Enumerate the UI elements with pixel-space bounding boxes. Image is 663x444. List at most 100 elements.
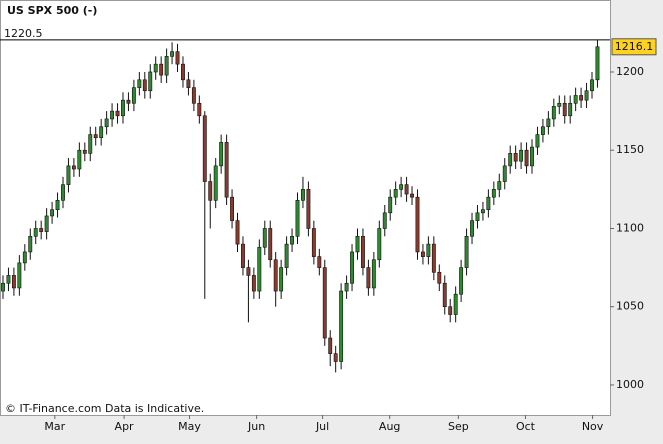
candle-body [186, 79, 191, 88]
x-tick-label: Mar [44, 420, 65, 433]
candle-body [508, 153, 513, 167]
candle-body [104, 118, 109, 128]
candle-body [175, 51, 180, 65]
x-tick-label: Sep [448, 420, 469, 433]
candle-body [290, 235, 294, 245]
x-tick-label: May [178, 420, 201, 433]
candle-body [491, 189, 496, 198]
candle-body [213, 165, 218, 201]
candle-body [148, 71, 153, 92]
candle-body [502, 165, 507, 182]
candle-body [333, 353, 338, 362]
candle-body [246, 267, 251, 276]
candle-body [131, 87, 136, 104]
candle-body [28, 235, 33, 253]
candle-body [393, 189, 398, 198]
candle-body [410, 193, 414, 198]
candle-body [197, 102, 202, 117]
candle-body [257, 246, 262, 292]
candle-body [306, 189, 311, 229]
candle-body [208, 181, 213, 201]
candle-body [568, 102, 573, 117]
high-level-label: 1220.5 [4, 27, 43, 40]
candle-body [317, 256, 322, 268]
candle-body [311, 228, 316, 257]
candle-body [44, 215, 49, 232]
candle-body [584, 90, 589, 101]
candle-body [251, 275, 256, 292]
candle-body [377, 228, 382, 261]
y-tick-label: 1000 [616, 378, 644, 391]
candle-body [181, 63, 185, 81]
candle-body [475, 212, 480, 221]
candle-body [382, 212, 387, 229]
candle-body [486, 196, 491, 210]
candle-body [77, 149, 82, 170]
last-price-box [611, 38, 657, 56]
candle-body [442, 282, 447, 308]
candle-body [535, 134, 540, 148]
x-tick-label: Jun [247, 420, 265, 433]
candle-body [159, 63, 164, 76]
candle-body [366, 267, 371, 289]
candle-body [453, 293, 458, 315]
candle-body [1, 282, 5, 292]
candle-body [126, 99, 131, 104]
candle-body [268, 228, 273, 261]
candle-body [595, 46, 600, 81]
candle-body [219, 142, 224, 167]
candle-body [88, 134, 93, 154]
candle-body [202, 115, 207, 182]
candle-body [235, 220, 240, 245]
candle-body [82, 149, 87, 154]
candle-body [279, 267, 284, 292]
candle-body [530, 146, 534, 167]
candle-body [33, 228, 38, 237]
candle-body [262, 228, 267, 248]
candle-body [284, 243, 289, 268]
candle-body [590, 79, 594, 92]
candle-body [464, 235, 469, 268]
candle-body [230, 196, 234, 221]
candle-body [224, 142, 229, 198]
candle-body [22, 251, 27, 264]
candle-body [497, 181, 502, 190]
candle-body [322, 267, 327, 339]
candle-body [513, 153, 518, 162]
candle-body [519, 149, 524, 162]
candle-body [546, 118, 551, 128]
candle-body [350, 251, 354, 284]
candle-body [11, 275, 16, 289]
candle-body [142, 79, 147, 92]
y-tick-label: 1200 [616, 65, 644, 78]
candle-body [355, 235, 360, 253]
chart-title: US SPX 500 (-) [7, 4, 97, 17]
y-tick-label: 1150 [616, 143, 644, 156]
footer: © IT-Finance.com Data is Indicative. [5, 402, 204, 415]
candle-body [573, 95, 578, 104]
candle-body [50, 209, 55, 217]
candle-body [344, 282, 349, 292]
candle-body [164, 56, 169, 76]
candle-body [415, 196, 420, 253]
candle-body [448, 306, 453, 315]
plot-area [0, 0, 611, 416]
candle-body [562, 102, 567, 117]
x-tick-label: Nov [582, 420, 604, 433]
candle-body [437, 271, 442, 284]
candle-body [137, 79, 142, 88]
candle-body [61, 184, 65, 201]
candle-body [524, 149, 529, 167]
candle-body [480, 209, 485, 214]
candle-body [426, 243, 431, 257]
candle-body [71, 165, 76, 170]
candle-body [17, 262, 22, 289]
candle-body [431, 243, 436, 273]
candle-body [55, 200, 60, 210]
y-tick-label: 1100 [616, 221, 644, 234]
candle-body [459, 267, 464, 295]
candle-body [121, 99, 125, 117]
x-tick-label: Oct [516, 420, 536, 433]
candle-body [273, 259, 278, 292]
